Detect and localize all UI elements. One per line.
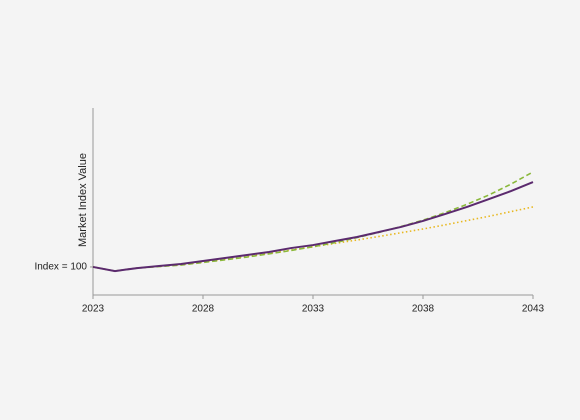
x-tick-label: 2028 [192,304,215,315]
y-axis-label: Market Index Value [77,153,89,247]
x-tick-label: 2043 [522,304,545,315]
x-tick-label: 2038 [412,304,435,315]
series-line [92,181,534,273]
y-tick-label: Index = 100 [34,262,87,273]
x-tick-label: 2033 [302,304,325,315]
x-tick-label: 2023 [82,304,105,315]
